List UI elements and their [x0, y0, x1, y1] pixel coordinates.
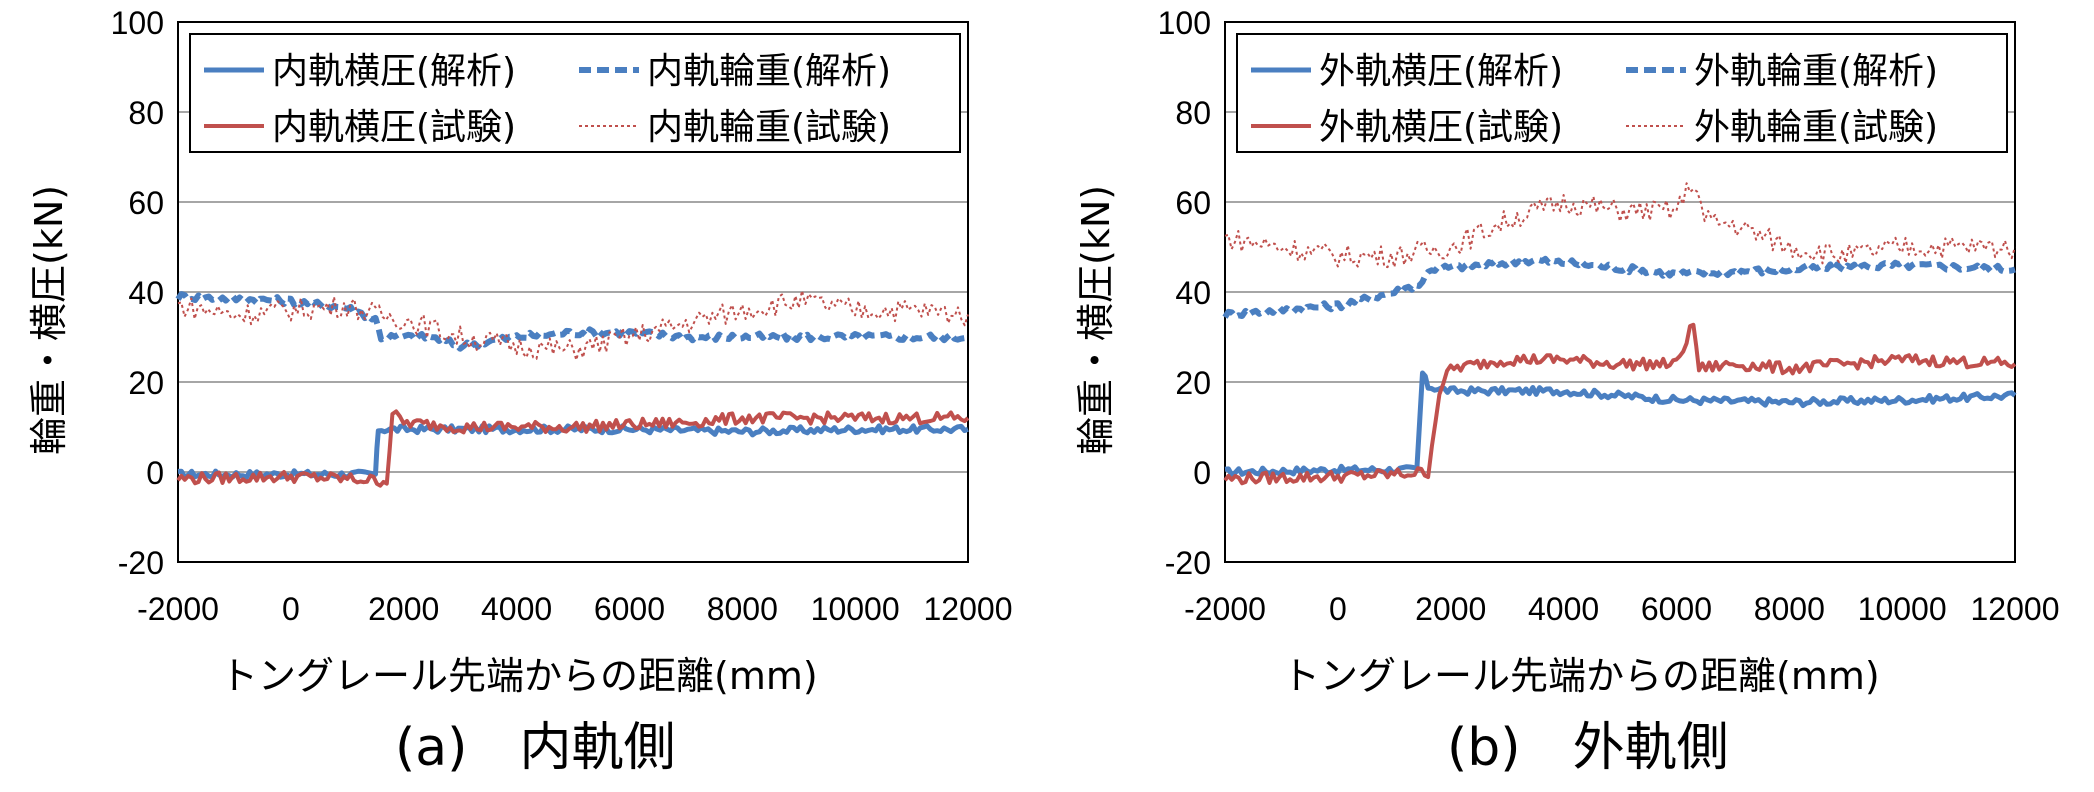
y-tick-label: 20	[128, 365, 164, 401]
plot-frame	[1224, 21, 2016, 563]
y-tick-label: 80	[1175, 95, 1211, 131]
y-axis-label: 輪重・横圧(kN)	[27, 184, 71, 455]
chart-svg-a: -20 0 20 40 60 80 100 -2000 0 2000 4000 6000 8000 100…	[111, 5, 1013, 627]
y-axis-label: 輪重・横圧(kN)	[1074, 184, 1118, 455]
series-line	[175, 291, 969, 352]
y-tick-label: 100	[1158, 5, 1211, 41]
x-tick-label: 2000	[368, 591, 439, 627]
y-tick-label: 20	[1175, 365, 1211, 401]
y-tick-label: 60	[1175, 185, 1211, 221]
chart-panel-b: -20 0 20 40 60 80 100 -2000 0 2000 4000 6000 8000 100…	[1047, 0, 2094, 792]
legend-label: 外軌輪重(解析)	[1694, 51, 1938, 92]
legend-box	[1236, 33, 2008, 153]
panel-caption: (b) 外軌側	[1447, 718, 1729, 778]
x-tick-label: 6000	[1641, 591, 1712, 627]
legend-label: 外軌横圧(解析)	[1319, 51, 1563, 92]
y-tick-label: 0	[146, 455, 164, 491]
series-line	[1222, 255, 2016, 320]
x-tick-label: 12000	[924, 591, 1013, 627]
y-tick-label: -20	[1165, 545, 1211, 581]
series-line	[1224, 370, 2017, 478]
y-tick-label: 80	[128, 95, 164, 131]
series-line	[177, 423, 969, 481]
legend-label: 外軌横圧(試験)	[1319, 107, 1563, 148]
x-tick-label: 12000	[1971, 591, 2060, 627]
x-tick-label: 8000	[1754, 591, 1825, 627]
y-tick-label: 100	[111, 5, 164, 41]
y-tick-label: 40	[128, 275, 164, 311]
series-line	[1223, 322, 2017, 486]
y-tick-label: 60	[128, 185, 164, 221]
y-tick-label: 0	[1193, 455, 1211, 491]
legend-label: 外軌輪重(試験)	[1694, 107, 1938, 148]
x-tick-label: 0	[282, 591, 300, 627]
x-axis-label: トングレール先端からの距離(mm)	[220, 654, 818, 698]
legend-label: 内軌輪重(解析)	[647, 51, 891, 92]
x-tick-label: 10000	[811, 591, 900, 627]
x-axis-label: トングレール先端からの距離(mm)	[1282, 654, 1880, 698]
x-tick-label: 6000	[594, 591, 665, 627]
legend-box	[189, 33, 961, 153]
x-tick-label: 4000	[481, 591, 552, 627]
series-line	[177, 289, 969, 361]
series-line	[176, 409, 970, 488]
chart-svg-b: -20 0 20 40 60 80 100 -2000 0 2000 4000 6000 8000 100…	[1158, 5, 2060, 627]
series-line	[1224, 182, 2016, 269]
legend-label: 内軌横圧(解析)	[272, 51, 516, 92]
x-tick-label: 2000	[1415, 591, 1486, 627]
x-tick-label: -2000	[1184, 591, 1266, 627]
x-tick-label: 8000	[707, 591, 778, 627]
panel-caption: (a) 内軌側	[395, 718, 676, 778]
x-tick-label: 4000	[1528, 591, 1599, 627]
x-tick-label: 0	[1329, 591, 1347, 627]
plot-frame	[177, 21, 969, 563]
x-tick-label: -2000	[137, 591, 219, 627]
x-tick-label: 10000	[1858, 591, 1947, 627]
y-tick-label: 40	[1175, 275, 1211, 311]
legend-label: 内軌輪重(試験)	[647, 107, 891, 148]
y-tick-label: -20	[118, 545, 164, 581]
chart-panel-a: -20 0 20 40 60 80 100 -2000 0 2000 4000 6000 8000 100…	[27, 5, 1013, 778]
legend-label: 内軌横圧(試験)	[272, 107, 516, 148]
